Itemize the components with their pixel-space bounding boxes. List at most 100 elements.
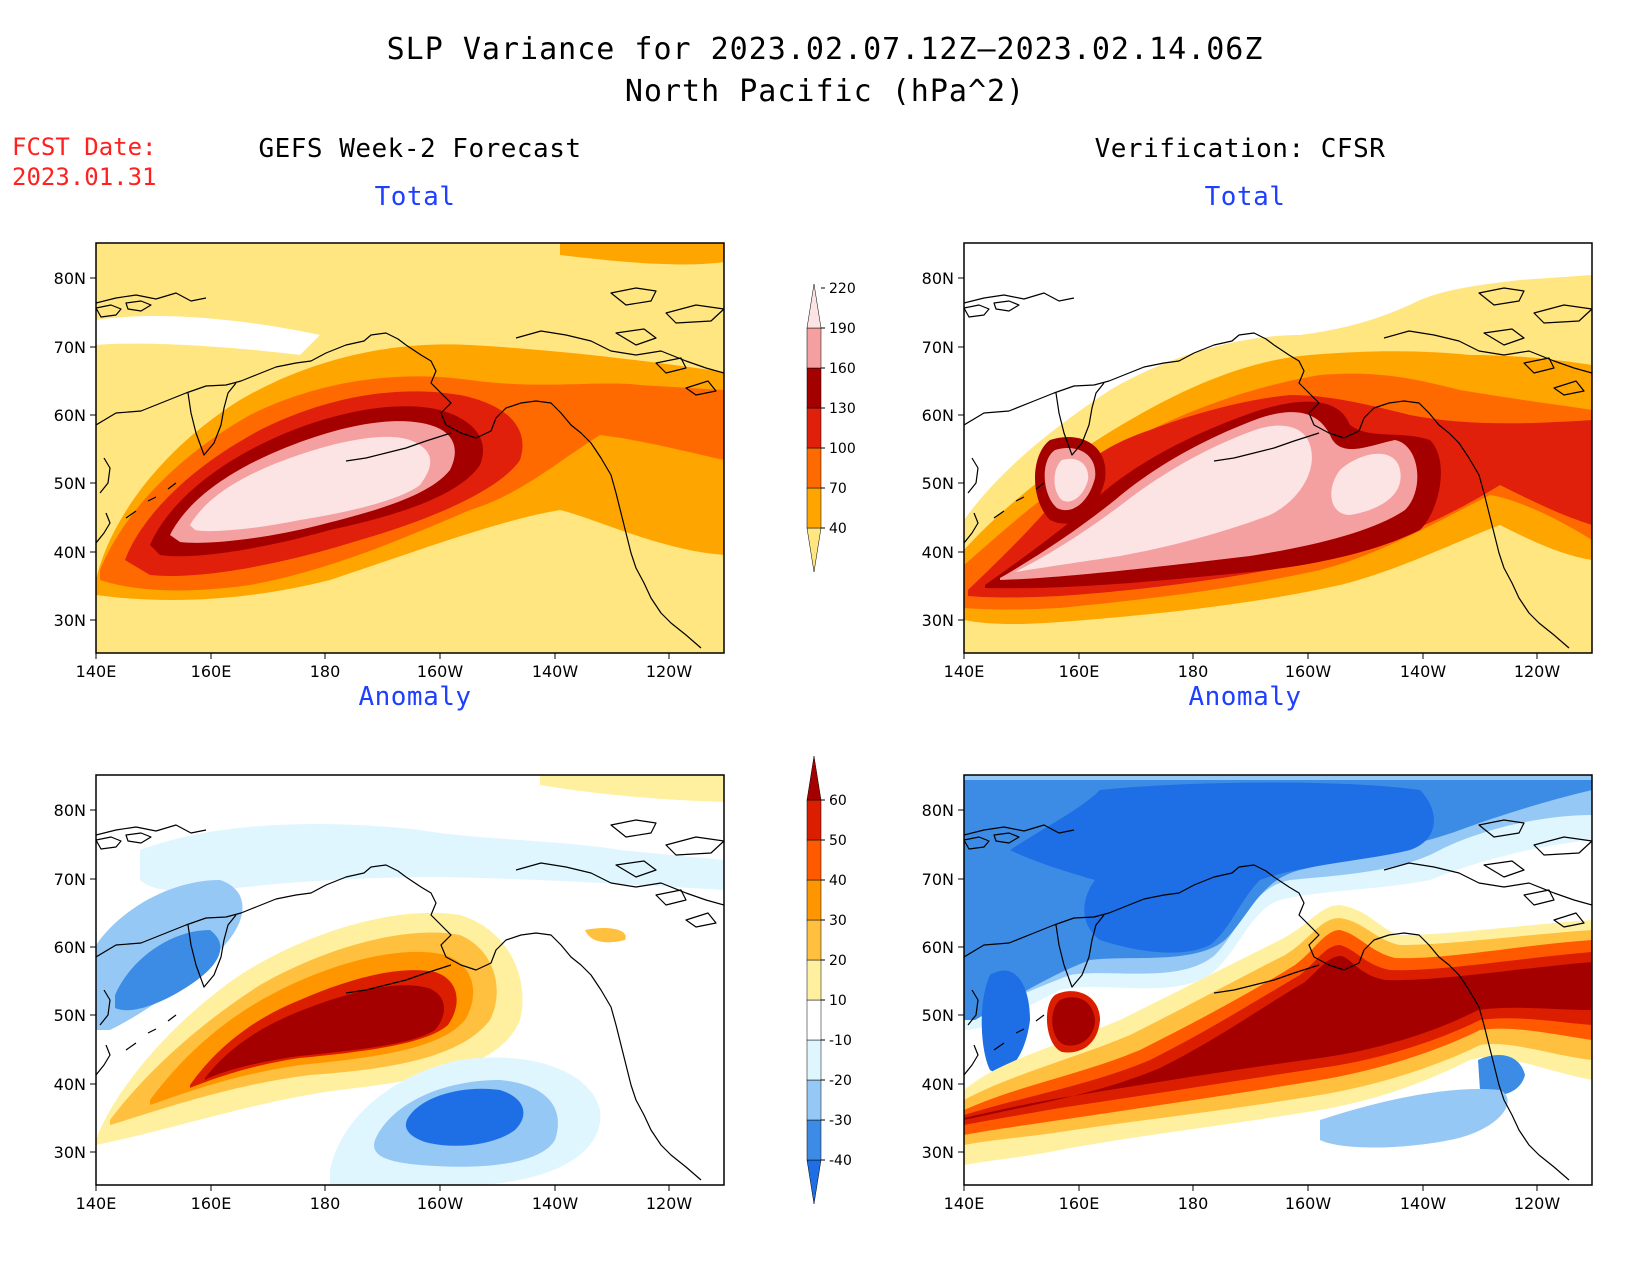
colorbar-tick-label: 20: [829, 953, 847, 969]
colorbar-swatch: [806, 1159, 822, 1205]
colorbar-tick-label: 130: [829, 401, 856, 417]
lon-label: 140W: [532, 662, 579, 681]
cfsr-total-frame: [963, 242, 1593, 654]
colorbar-tick-label: 10: [829, 993, 847, 1009]
colorbar-tick-label: 100: [829, 441, 856, 457]
colorbar-swatch: [806, 283, 822, 329]
lon-label: 140W: [1400, 662, 1447, 681]
colorbar-swatch: [806, 1039, 822, 1081]
main-subtitle: North Pacific (hPa^2): [624, 74, 1026, 109]
colorbar-tick-label: 40: [829, 873, 847, 889]
lon-label: 140E: [944, 1194, 985, 1213]
total-title-right: Total: [1204, 182, 1286, 212]
colorbar-swatch: [806, 1079, 822, 1121]
colorbar-swatch: [806, 487, 822, 529]
colorbar-swatch: [806, 879, 822, 921]
fcst-date: 2023.01.31: [12, 163, 157, 191]
colorbar-tick-label: 160: [829, 361, 856, 377]
lat-label: 70N: [922, 338, 954, 357]
main-title: SLP Variance for 2023.02.07.12Z–2023.02.…: [386, 32, 1264, 67]
colorbar-tick-label: -20: [829, 1073, 852, 1089]
colorbar-swatch: [806, 799, 822, 841]
cfsr-anomaly-frame: [963, 774, 1593, 1186]
anomaly-title-left: Anomaly: [358, 682, 472, 712]
total-colorbar: 40 70 100 130 160 190 220: [806, 281, 856, 573]
lon-label: 160E: [191, 1194, 232, 1213]
lon-label: 120W: [646, 662, 693, 681]
lon-label: 160E: [1059, 1194, 1100, 1213]
colorbar-swatch: [806, 447, 822, 489]
colorbar-tick-label: 50: [829, 833, 847, 849]
lon-label: 180: [1178, 1194, 1209, 1213]
lat-label: 50N: [54, 1006, 86, 1025]
lat-label: 60N: [922, 938, 954, 957]
fcst-label: FCST Date:: [12, 133, 157, 161]
lon-label: 140W: [1400, 1194, 1447, 1213]
gefs-anomaly-map: [96, 775, 724, 1185]
lat-label: 50N: [54, 474, 86, 493]
colorbar-swatch: [806, 407, 822, 449]
lat-label: 30N: [922, 611, 954, 630]
colorbar-swatch: [806, 999, 822, 1041]
lon-label: 120W: [1514, 1194, 1561, 1213]
lon-label: 140W: [532, 1194, 579, 1213]
lat-label: 70N: [922, 870, 954, 889]
colorbar-swatch: [806, 1119, 822, 1161]
lat-label: 80N: [54, 269, 86, 288]
lon-label: 140E: [76, 1194, 117, 1213]
lat-label: 50N: [922, 1006, 954, 1025]
lon-label: 160W: [417, 1194, 464, 1213]
lon-label: 120W: [646, 1194, 693, 1213]
cfsr-anomaly-map: [964, 775, 1592, 1185]
colorbar-tick-label: 40: [829, 521, 847, 537]
colorbar-tick-label: 220: [829, 281, 856, 297]
lat-label: 40N: [54, 543, 86, 562]
axes-layer: 80N 70N 60N 50N 40N 30N 140E 160E 180 160W 140W 120…: [54, 269, 1561, 1213]
cfsr-total-map: [964, 243, 1592, 653]
right-column-title: Verification: CFSR: [1094, 134, 1386, 164]
colorbar-swatch: [806, 755, 822, 801]
colorbar-swatch: [806, 367, 822, 409]
lat-label: 80N: [922, 269, 954, 288]
lat-label: 50N: [922, 474, 954, 493]
colorbar-swatch: [806, 959, 822, 1001]
gefs-total-map: [96, 243, 724, 653]
lon-label: 140E: [944, 662, 985, 681]
gefs-anomaly-frame: [95, 774, 725, 1186]
left-column-title: GEFS Week-2 Forecast: [258, 134, 582, 164]
lon-label: 160E: [1059, 662, 1100, 681]
lat-label: 40N: [922, 1075, 954, 1094]
colorbar-tick-label: 60: [829, 793, 847, 809]
colorbar-tick-label: -10: [829, 1033, 852, 1049]
anomaly-title-right: Anomaly: [1188, 682, 1302, 712]
lon-label: 140E: [76, 662, 117, 681]
lat-label: 80N: [54, 801, 86, 820]
colorbar-swatch: [806, 527, 822, 573]
gefs-total-frame: [95, 242, 725, 654]
lon-label: 120W: [1514, 662, 1561, 681]
lon-label: 180: [310, 662, 341, 681]
lat-label: 30N: [54, 1143, 86, 1162]
lat-label: 40N: [922, 543, 954, 562]
lon-label: 180: [310, 1194, 341, 1213]
colorbar-tick-label: 30: [829, 913, 847, 929]
lat-label: 60N: [54, 938, 86, 957]
lat-label: 30N: [922, 1143, 954, 1162]
colorbar-swatch: [806, 839, 822, 881]
anomaly-colorbar: -40 -30 -20 -10 10 20 30 40 50 60: [806, 755, 852, 1205]
colorbar-tick-label: -30: [829, 1113, 852, 1129]
lon-label: 160W: [417, 662, 464, 681]
lat-label: 40N: [54, 1075, 86, 1094]
colorbar-swatch: [806, 919, 822, 961]
lat-label: 80N: [922, 801, 954, 820]
lon-label: 180: [1178, 662, 1209, 681]
colorbar-tick-label: -40: [829, 1153, 852, 1169]
lat-label: 30N: [54, 611, 86, 630]
colorbar-tick-label: 70: [829, 481, 847, 497]
lat-label: 60N: [922, 406, 954, 425]
colorbar-swatch: [806, 327, 822, 369]
total-title-left: Total: [374, 182, 456, 212]
lat-label: 70N: [54, 870, 86, 889]
lon-label: 160E: [191, 662, 232, 681]
